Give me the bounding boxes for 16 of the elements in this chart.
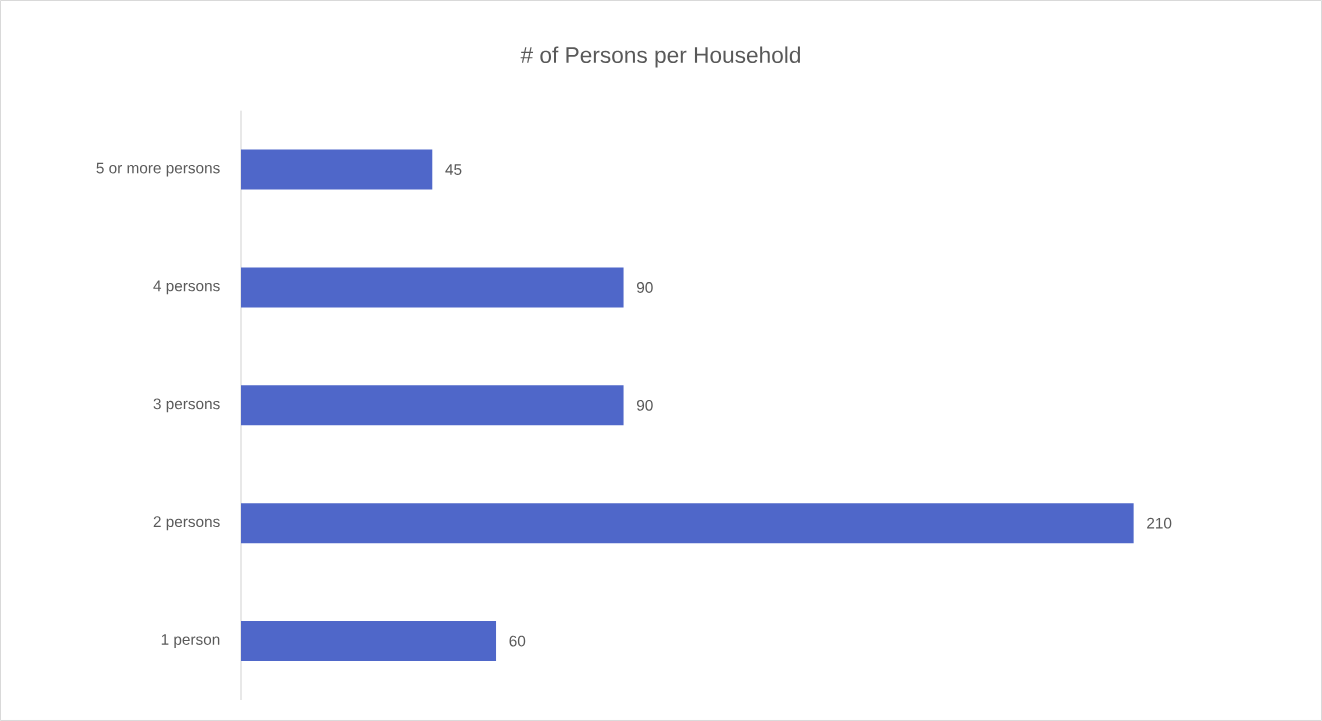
chart-title: # of Persons per Household [520, 46, 800, 68]
y-tick-label: 5 or more persons [96, 162, 220, 177]
y-tick-label: 1 person [161, 634, 220, 648]
data-label: 90 [636, 399, 653, 411]
bar [241, 267, 624, 308]
bar [241, 385, 624, 426]
bar [241, 503, 1134, 544]
data-label: 60 [509, 635, 526, 647]
data-label: 45 [445, 164, 462, 175]
y-tick-label: 3 persons [153, 398, 220, 413]
bar [241, 621, 497, 662]
data-label: 90 [636, 282, 653, 293]
data-label: 210 [1147, 517, 1172, 529]
bar [241, 149, 433, 190]
y-tick-label: 2 persons [153, 516, 220, 531]
y-tick-label: 4 persons [153, 280, 220, 295]
